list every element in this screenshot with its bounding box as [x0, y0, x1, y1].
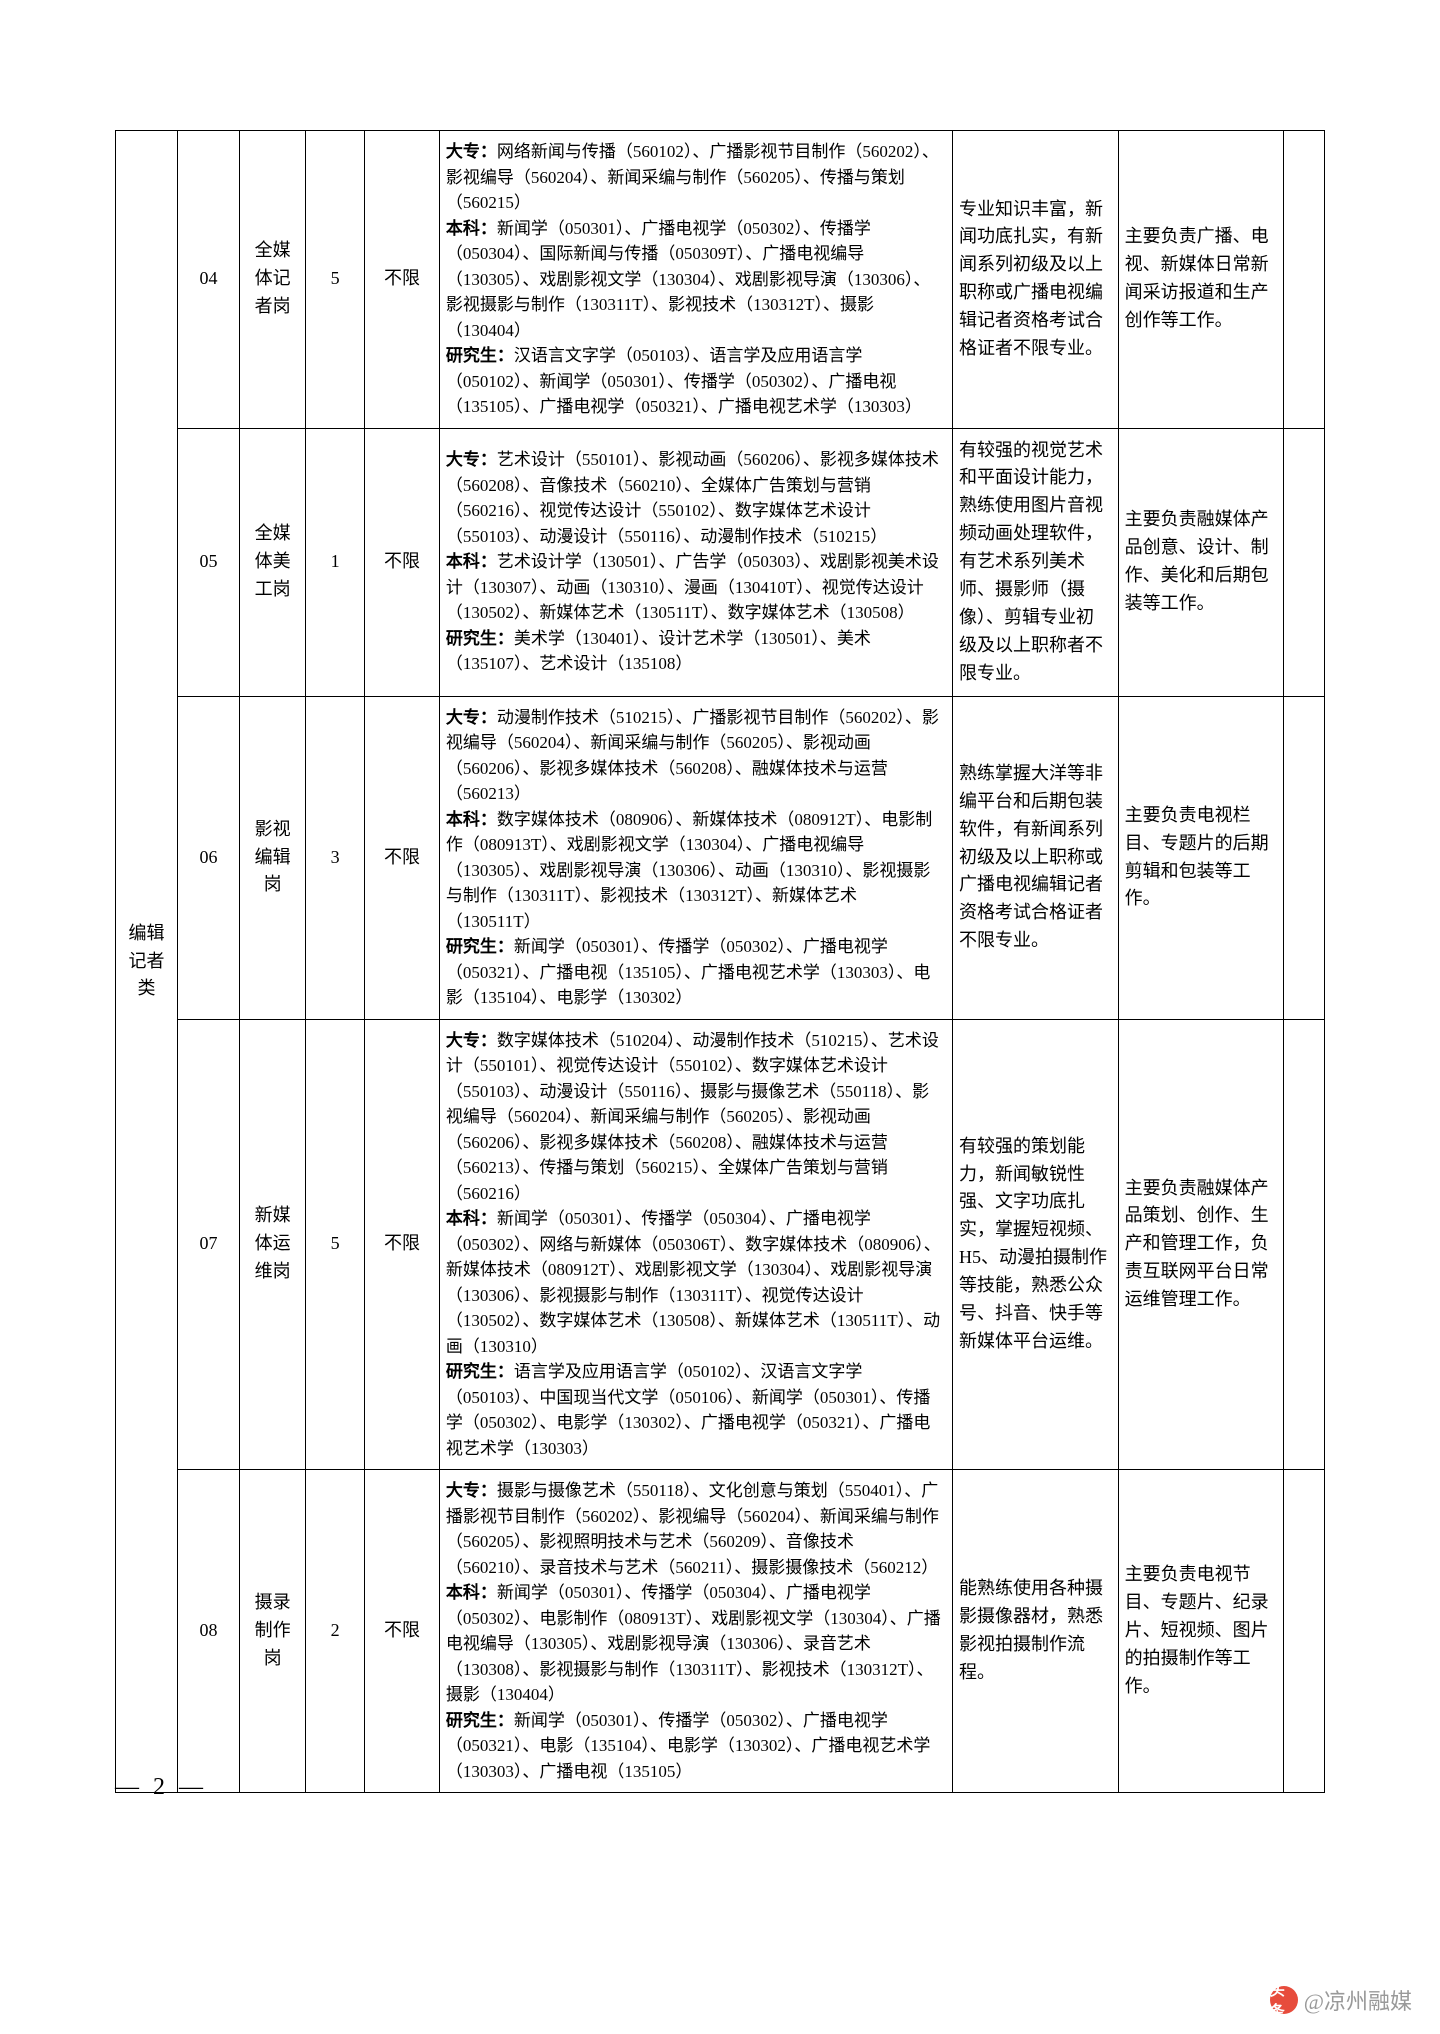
other-requirements: 熟练掌握大洋等非编平台和后期包装软件，有新闻系列初级及以上职称或广播电视编辑记者…: [952, 696, 1118, 1019]
watermark: 头条 @凉州融媒: [1270, 1984, 1412, 2016]
other-requirements: 有较强的视觉艺术和平面设计能力，熟练使用图片音视频动画处理软件，有艺术系列美术师…: [952, 428, 1118, 696]
row-num: 06: [178, 696, 240, 1019]
count: 5: [306, 131, 365, 429]
row-num: 08: [178, 1470, 240, 1793]
empty-cell: [1284, 1019, 1325, 1470]
limit: 不限: [365, 428, 440, 696]
major-requirements: 大专：网络新闻与传播（560102）、广播影视节目制作（560202）、影视编导…: [439, 131, 952, 429]
row-num: 07: [178, 1019, 240, 1470]
empty-cell: [1284, 696, 1325, 1019]
position-name: 全媒体记者岗: [240, 131, 306, 429]
limit: 不限: [365, 1470, 440, 1793]
row-num: 04: [178, 131, 240, 429]
empty-cell: [1284, 1470, 1325, 1793]
duties: 主要负责融媒体产品创意、设计、制作、美化和后期包装等工作。: [1118, 428, 1284, 696]
major-requirements: 大专：艺术设计（550101）、影视动画（560206）、影视多媒体技术（560…: [439, 428, 952, 696]
count: 1: [306, 428, 365, 696]
category-label: 编辑记者类: [129, 923, 165, 999]
count: 2: [306, 1470, 365, 1793]
position-name: 全媒体美工岗: [240, 428, 306, 696]
empty-cell: [1284, 428, 1325, 696]
category-cell: 编辑记者类: [116, 131, 178, 1793]
job-table: 编辑记者类04全媒体记者岗5不限大专：网络新闻与传播（560102）、广播影视节…: [115, 130, 1325, 1793]
major-requirements: 大专：数字媒体技术（510204）、动漫制作技术（510215）、艺术设计（55…: [439, 1019, 952, 1470]
page-number: — 2 —: [115, 1774, 207, 1801]
position-name: 新媒体运维岗: [240, 1019, 306, 1470]
watermark-icon: 头条: [1270, 1986, 1298, 2014]
empty-cell: [1284, 131, 1325, 429]
position-name: 影视编辑岗: [240, 696, 306, 1019]
duties: 主要负责广播、电视、新媒体日常新闻采访报道和生产创作等工作。: [1118, 131, 1284, 429]
count: 3: [306, 696, 365, 1019]
position-name: 摄录制作岗: [240, 1470, 306, 1793]
duties: 主要负责电视节目、专题片、纪录片、短视频、图片的拍摄制作等工作。: [1118, 1470, 1284, 1793]
other-requirements: 有较强的策划能力，新闻敏锐性强、文字功底扎实，掌握短视频、H5、动漫拍摄制作等技…: [952, 1019, 1118, 1470]
other-requirements: 能熟练使用各种摄影摄像器材，熟悉影视拍摄制作流程。: [952, 1470, 1118, 1793]
limit: 不限: [365, 696, 440, 1019]
major-requirements: 大专：摄影与摄像艺术（550118）、文化创意与策划（550401）、广播影视节…: [439, 1470, 952, 1793]
count: 5: [306, 1019, 365, 1470]
limit: 不限: [365, 1019, 440, 1470]
major-requirements: 大专：动漫制作技术（510215）、广播影视节目制作（560202）、影视编导（…: [439, 696, 952, 1019]
duties: 主要负责融媒体产品策划、创作、生产和管理工作，负责互联网平台日常运维管理工作。: [1118, 1019, 1284, 1470]
watermark-text: @凉州融媒: [1304, 1984, 1412, 2016]
row-num: 05: [178, 428, 240, 696]
other-requirements: 专业知识丰富，新闻功底扎实，有新闻系列初级及以上职称或广播电视编辑记者资格考试合…: [952, 131, 1118, 429]
limit: 不限: [365, 131, 440, 429]
duties: 主要负责电视栏目、专题片的后期剪辑和包装等工作。: [1118, 696, 1284, 1019]
